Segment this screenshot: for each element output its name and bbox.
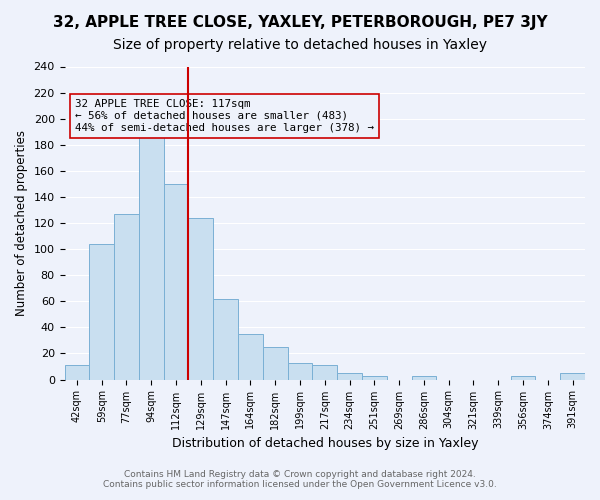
Y-axis label: Number of detached properties: Number of detached properties — [15, 130, 28, 316]
Bar — [213, 298, 238, 380]
Text: Size of property relative to detached houses in Yaxley: Size of property relative to detached ho… — [113, 38, 487, 52]
X-axis label: Distribution of detached houses by size in Yaxley: Distribution of detached houses by size … — [172, 437, 478, 450]
Bar — [89, 244, 114, 380]
Bar — [511, 376, 535, 380]
Bar — [114, 214, 139, 380]
Bar — [560, 373, 585, 380]
Bar — [188, 218, 213, 380]
Bar — [164, 184, 188, 380]
Bar — [263, 347, 287, 380]
Bar — [238, 334, 263, 380]
Bar — [65, 365, 89, 380]
Bar — [412, 376, 436, 380]
Text: Contains HM Land Registry data © Crown copyright and database right 2024.
Contai: Contains HM Land Registry data © Crown c… — [103, 470, 497, 489]
Bar — [362, 376, 387, 380]
Bar — [287, 362, 313, 380]
Bar — [313, 365, 337, 380]
Bar — [139, 122, 164, 380]
Bar — [337, 373, 362, 380]
Text: 32, APPLE TREE CLOSE, YAXLEY, PETERBOROUGH, PE7 3JY: 32, APPLE TREE CLOSE, YAXLEY, PETERBOROU… — [53, 15, 547, 30]
Text: 32 APPLE TREE CLOSE: 117sqm
← 56% of detached houses are smaller (483)
44% of se: 32 APPLE TREE CLOSE: 117sqm ← 56% of det… — [75, 100, 374, 132]
